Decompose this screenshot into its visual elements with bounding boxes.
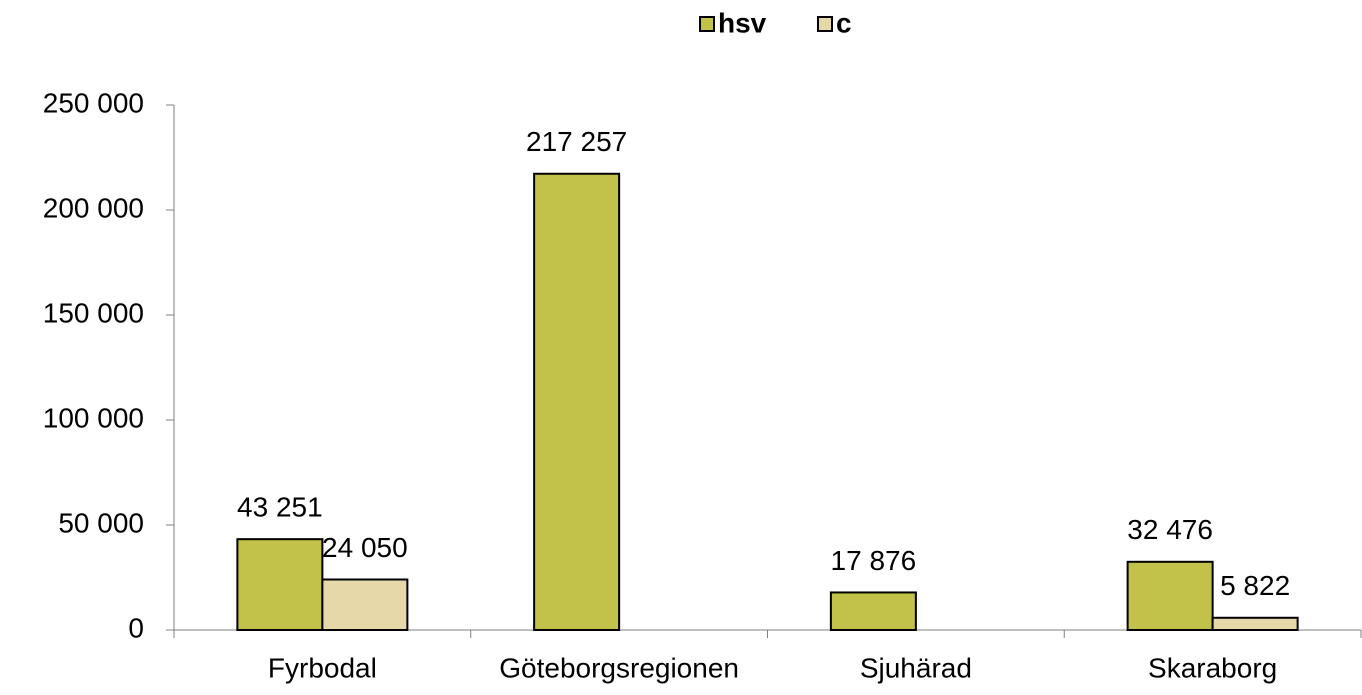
bar <box>236 538 324 632</box>
bar <box>1126 560 1214 632</box>
data-label: 24 050 <box>322 532 408 563</box>
x-tick-label: Göteborgsregionen <box>499 652 739 683</box>
y-tick-label: 0 <box>128 612 144 643</box>
legend-label: c <box>836 7 852 38</box>
data-label: 5 822 <box>1220 570 1290 601</box>
y-tick-label: 50 000 <box>58 507 144 538</box>
bar <box>829 591 917 631</box>
y-tick-label: 150 000 <box>43 297 144 328</box>
legend-label: hsv <box>718 7 767 38</box>
data-label: 32 476 <box>1127 514 1213 545</box>
legend-swatch <box>817 16 833 32</box>
bar <box>1211 616 1299 632</box>
legend-swatch <box>699 16 715 32</box>
x-tick-label: Fyrbodal <box>268 652 377 683</box>
bar <box>533 172 621 631</box>
data-label: 17 876 <box>831 545 917 576</box>
y-tick-label: 100 000 <box>43 402 144 433</box>
x-tick-label: Sjuhärad <box>860 652 972 683</box>
y-tick-label: 250 000 <box>43 87 144 118</box>
bar <box>321 578 409 631</box>
data-label: 217 257 <box>526 126 627 157</box>
data-label: 43 251 <box>237 492 323 523</box>
y-tick-label: 200 000 <box>43 192 144 223</box>
x-tick-label: Skaraborg <box>1148 652 1277 683</box>
